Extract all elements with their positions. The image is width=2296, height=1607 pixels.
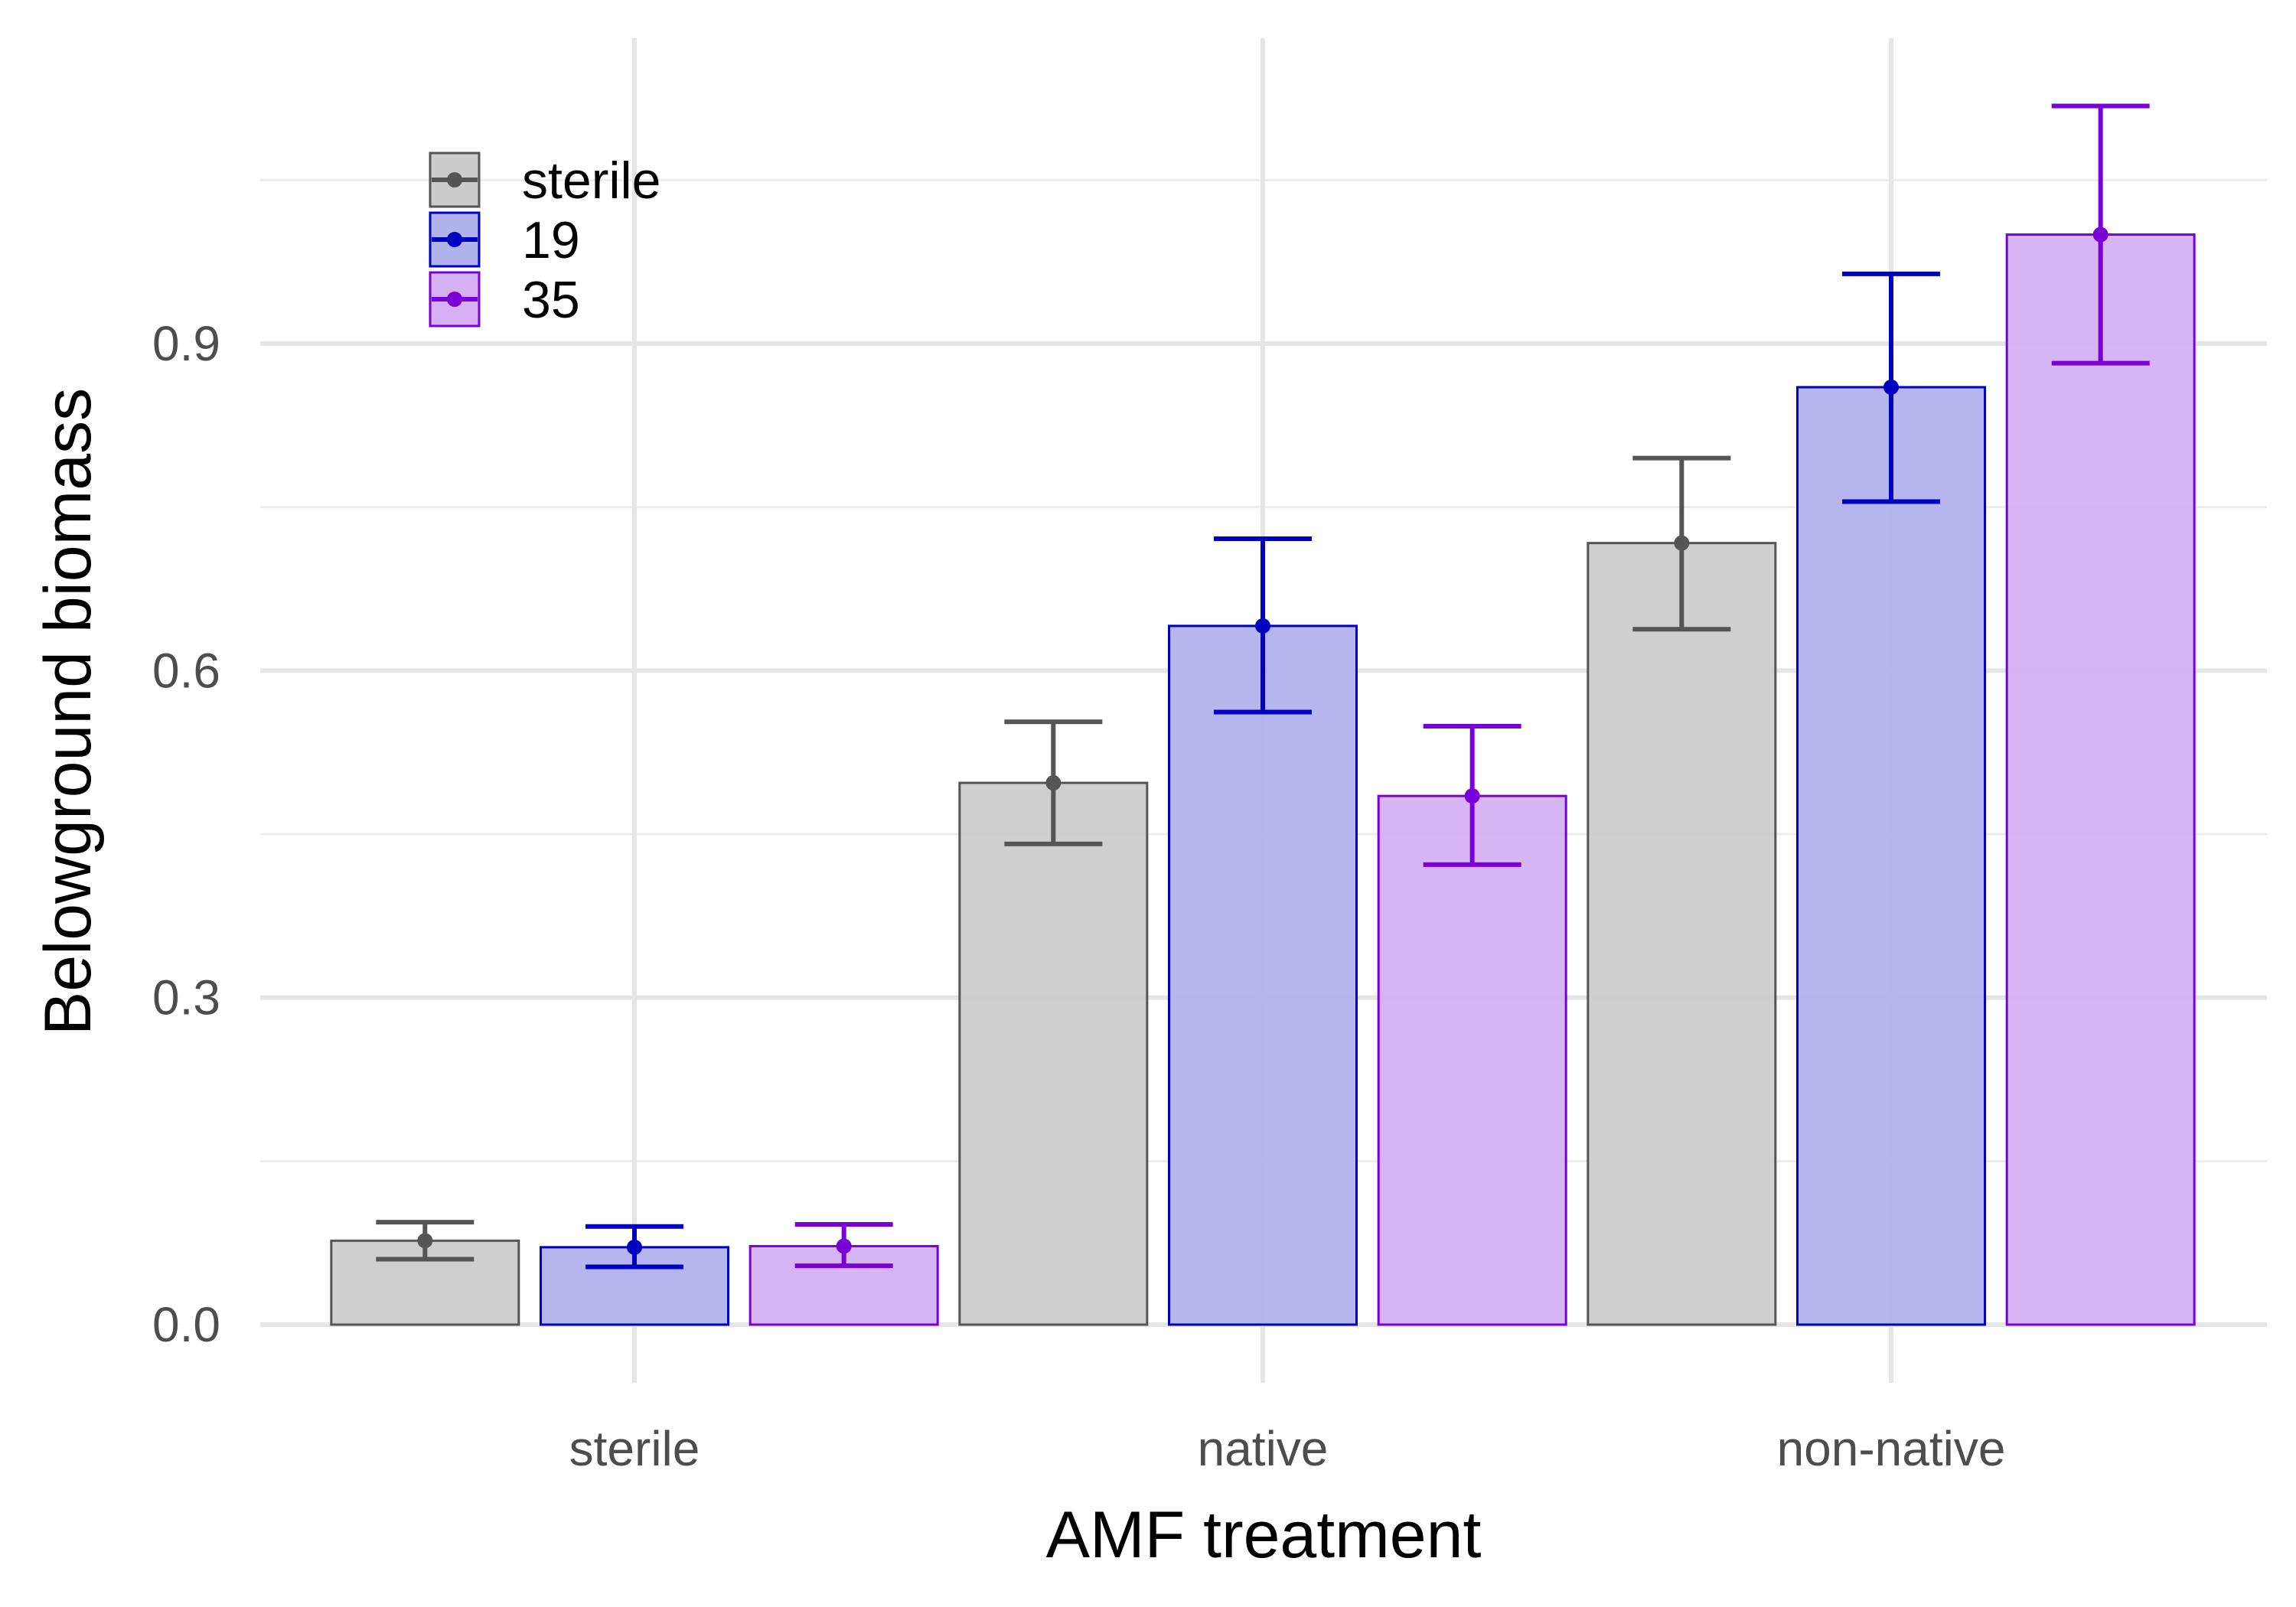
bar-19-native — [1168, 624, 1358, 1326]
x-axis-title: AMF treatment — [1046, 1498, 1482, 1572]
x-tick-label: sterile — [569, 1421, 700, 1476]
mean-point-19-native — [1255, 618, 1270, 634]
mean-point-35-non-native — [2092, 227, 2108, 243]
x-tick-label: native — [1198, 1421, 1329, 1476]
legend-label-19: 19 — [522, 211, 580, 269]
mean-point-sterile-native — [1045, 775, 1062, 791]
legend-label-sterile: sterile — [522, 152, 660, 210]
y-tick-label: 0.6 — [152, 643, 220, 698]
bars — [330, 233, 2196, 1326]
legend-key-point-35 — [447, 292, 462, 307]
mean-point-19-sterile — [627, 1239, 642, 1255]
legend-label-35: 35 — [522, 271, 580, 329]
y-tick-label: 0.3 — [152, 970, 220, 1025]
y-axis-ticks: 0.0 0.3 0.6 0.9 — [152, 316, 220, 1352]
y-tick-label: 0.0 — [152, 1297, 220, 1352]
error-bars — [376, 103, 2150, 1270]
bar-sterile-native — [958, 781, 1149, 1326]
y-tick-label: 0.9 — [152, 316, 220, 371]
legend-key-point-sterile — [447, 172, 462, 187]
bar-35-native — [1377, 794, 1567, 1326]
mean-point-35-native — [1464, 788, 1480, 804]
y-axis-title: Belowground biomass — [31, 388, 105, 1035]
mean-point-35-sterile — [836, 1238, 852, 1254]
x-axis-ticks: sterile native non-native — [569, 1421, 2006, 1476]
mean-point-sterile-sterile — [417, 1233, 433, 1249]
bar-sterile-non-native — [1587, 542, 1777, 1326]
mean-point-19-non-native — [1883, 379, 1899, 395]
bar-35-non-native — [2005, 233, 2196, 1326]
x-tick-label: non-native — [1777, 1421, 2006, 1476]
bar-19-non-native — [1796, 386, 1986, 1326]
mean-point-sterile-non-native — [1674, 535, 1690, 551]
legend-key-point-19 — [447, 232, 462, 247]
